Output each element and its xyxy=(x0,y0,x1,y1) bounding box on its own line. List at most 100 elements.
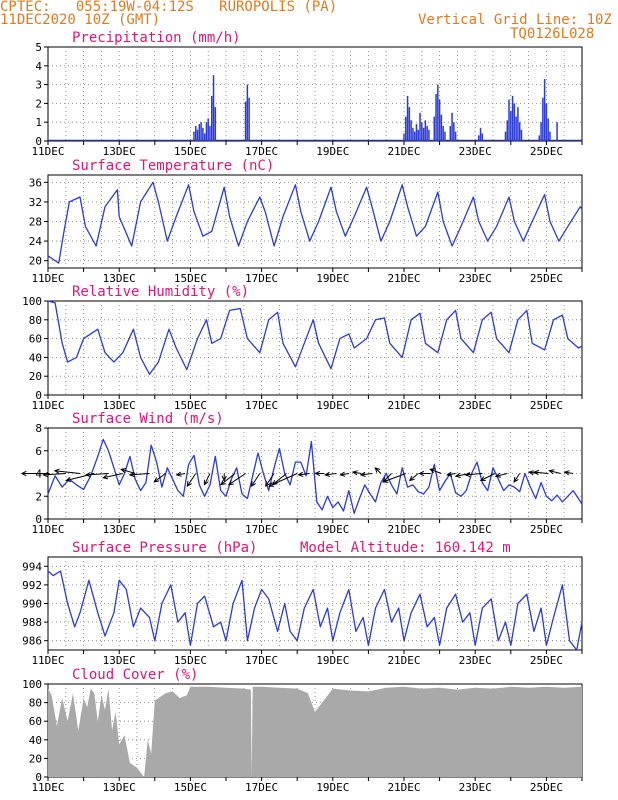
wind-arrowhead xyxy=(203,479,209,486)
precip-bar xyxy=(211,95,213,141)
y-tick-label: 2 xyxy=(35,97,42,110)
precip-bar xyxy=(545,103,548,141)
y-tick-label: 60 xyxy=(29,333,42,346)
wind-arrowhead xyxy=(219,479,226,486)
wind-arrow xyxy=(268,473,298,487)
y-tick-label: 2 xyxy=(35,490,42,503)
precip-bar xyxy=(415,124,418,141)
precip-bar xyxy=(193,131,195,141)
wind-arrow xyxy=(228,473,246,486)
panel-frame xyxy=(47,300,583,396)
wind-arrowhead xyxy=(429,468,436,474)
wind-arrow xyxy=(495,473,508,477)
wind-arrow xyxy=(465,473,483,476)
panel-title: Surface Pressure (hPa) xyxy=(72,540,257,556)
precip-bar xyxy=(556,122,558,141)
precip-bar xyxy=(538,135,541,141)
precip-bar xyxy=(412,127,414,141)
x-tick-label: 17DEC xyxy=(245,399,278,412)
precip-bar xyxy=(244,101,247,141)
x-tick-label: 13DEC xyxy=(103,145,136,158)
precip-bar xyxy=(520,129,523,141)
precip-bar xyxy=(207,118,209,141)
precip-bar xyxy=(428,129,430,141)
wind-arrow xyxy=(430,468,442,474)
x-tick-label: 23DEC xyxy=(459,272,492,285)
x-tick-label: 21DEC xyxy=(387,399,420,412)
x-tick-label: 11DEC xyxy=(31,399,64,412)
precip-bar xyxy=(442,125,444,141)
x-tick-label: 11DEC xyxy=(31,145,64,158)
wind-arrow xyxy=(409,473,419,481)
header-run-time: 11DEC2020 10Z (GMT) xyxy=(0,12,161,28)
wind-arrow xyxy=(374,467,382,474)
x-tick-label: 17DEC xyxy=(245,272,278,285)
panel-frame xyxy=(47,46,583,142)
wind-arrowhead xyxy=(153,477,160,483)
precip-bar xyxy=(212,75,215,141)
panel-title: Relative Humidity (%) xyxy=(72,284,249,300)
wind-arrowhead xyxy=(250,481,256,488)
wind-arrow xyxy=(480,473,496,481)
precip-bar xyxy=(403,133,405,141)
wind-arrow xyxy=(564,471,574,474)
x-tick-label: 23DEC xyxy=(459,145,492,158)
precip-bar xyxy=(246,84,249,141)
precip-bar xyxy=(481,133,484,141)
x-tick-label: 19DEC xyxy=(316,523,349,536)
precip-bar xyxy=(196,129,199,141)
x-tick-label: 25DEC xyxy=(530,272,563,285)
x-tick-label: 21DEC xyxy=(387,654,420,667)
precip-bar xyxy=(205,122,208,141)
header-grid-note: Vertical Grid Line: 10Z xyxy=(418,12,612,28)
panel-title: Cloud Cover (%) xyxy=(72,667,198,683)
precip-bar xyxy=(440,114,443,141)
wind-arrowhead xyxy=(359,471,366,477)
wind-arrowhead xyxy=(513,476,519,483)
y-tick-label: 0 xyxy=(35,771,42,784)
x-tick-label: 13DEC xyxy=(103,523,136,536)
wind-arrowhead xyxy=(454,472,461,478)
precip-bar xyxy=(198,124,201,141)
wind-arrowhead xyxy=(65,476,72,482)
y-tick-label: 60 xyxy=(29,715,42,728)
precip-bar xyxy=(200,122,202,141)
x-tick-label: 17DEC xyxy=(245,145,278,158)
wind-arrowhead xyxy=(494,472,501,478)
wind-arrowhead xyxy=(464,471,471,478)
wind-arrowhead xyxy=(446,471,453,477)
y-tick-label: 4 xyxy=(35,60,42,73)
precip-bar xyxy=(248,97,250,141)
y-tick-label: 20 xyxy=(29,255,42,268)
precip-bar xyxy=(449,125,452,141)
y-tick-label: 986 xyxy=(22,635,42,648)
wind-arrowhead xyxy=(382,477,389,483)
y-tick-label: 0 xyxy=(35,389,42,402)
x-tick-label: 23DEC xyxy=(459,523,492,536)
wind-arrowhead xyxy=(84,471,91,478)
wind-arrowhead xyxy=(533,469,540,476)
wind-arrow xyxy=(549,470,561,474)
precip-bar xyxy=(540,122,542,141)
x-tick-label: 25DEC xyxy=(530,399,563,412)
wind-arrow xyxy=(340,473,349,476)
wind-arrow xyxy=(265,473,275,487)
y-tick-label: 28 xyxy=(29,216,42,229)
x-tick-label: 19DEC xyxy=(316,781,349,794)
precip-bar xyxy=(194,125,197,141)
y-tick-label: 20 xyxy=(29,370,42,383)
x-tick-label: 15DEC xyxy=(174,523,207,536)
x-tick-label: 25DEC xyxy=(530,654,563,667)
precip-bar xyxy=(202,127,204,141)
panel-title: Surface Wind (m/s) xyxy=(72,411,224,427)
precip-bar xyxy=(433,116,436,141)
wind-arrow xyxy=(153,473,166,483)
wind-arrow xyxy=(298,473,310,476)
wind-arrow xyxy=(43,473,66,476)
wind-arrow xyxy=(272,473,287,486)
y-tick-label: 40 xyxy=(29,351,42,364)
y-tick-label: 32 xyxy=(29,196,42,209)
y-tick-label: 0 xyxy=(35,513,42,526)
precip-bar xyxy=(438,99,441,141)
y-tick-label: 6 xyxy=(35,445,42,458)
